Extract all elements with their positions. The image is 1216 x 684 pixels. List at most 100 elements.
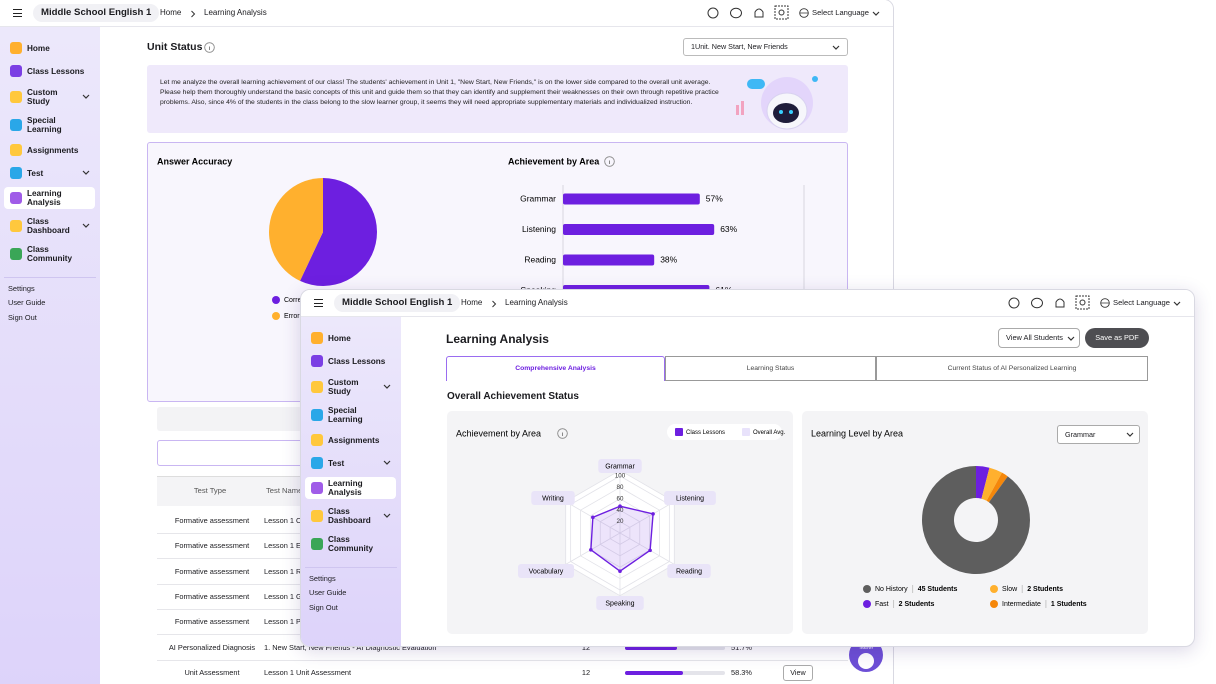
chart-card: Achievement by Area Class Lessons Overall …: [447, 411, 793, 634]
language-select[interactable]: Select Language: [812, 8, 870, 17]
chevron: [832, 45, 840, 50]
sidebar-item[interactable]: Class Lessons: [27, 66, 85, 76]
tab[interactable]: Current Status of AI Personalized Learni…: [876, 356, 1148, 381]
axis-label: Speaking: [605, 600, 634, 607]
globe-icon: [799, 8, 809, 18]
area-select[interactable]: Grammar: [1057, 425, 1140, 444]
app-title[interactable]: Middle School English 1: [334, 294, 461, 312]
info-circle: [557, 428, 568, 439]
legend-label: Intermediate: [1002, 601, 1041, 608]
chevron: [82, 223, 90, 228]
robot-face: [773, 103, 799, 123]
menu-line: [314, 306, 323, 308]
sidebar-item[interactable]: Test: [27, 168, 44, 178]
sidebar-icon: [10, 91, 22, 103]
sidebar-item[interactable]: Test: [328, 458, 345, 468]
sidebar-item[interactable]: Custom Study: [328, 378, 359, 396]
sidebar-item[interactable]: Home: [27, 43, 50, 53]
chevron: [82, 94, 90, 99]
sidebar-footer-link[interactable]: Settings: [8, 284, 35, 293]
bar: [563, 193, 700, 205]
chart: Learning Level by Area Fast 2 Students Slow…: [811, 428, 1087, 608]
sidebar-footer-link[interactable]: User Guide: [8, 298, 46, 307]
sidebar-footer-link[interactable]: Settings: [309, 574, 336, 583]
chevron: [872, 11, 880, 16]
view-button[interactable]: View: [783, 664, 813, 681]
sidebar-item[interactable]: Special Learning: [27, 116, 62, 134]
pie-slice: [269, 178, 323, 281]
sidebar-icon: [311, 355, 323, 367]
chart-title: Answer Accuracy: [157, 156, 232, 166]
tab[interactable]: Comprehensive Analysis: [446, 356, 665, 381]
chevron-icon: [82, 223, 90, 228]
chat-icon: [730, 7, 742, 19]
tab[interactable]: Learning Status: [665, 356, 876, 381]
chart-title: Achievement by Area: [508, 156, 600, 166]
breadcrumb-item[interactable]: Learning Analysis: [505, 298, 568, 307]
pie-slice: [976, 466, 990, 499]
app-title[interactable]: Middle School English 1: [33, 4, 160, 22]
sidebar-footer-link[interactable]: Sign Out: [8, 313, 37, 322]
axis-label: Grammar: [605, 463, 635, 470]
bell-icon: [754, 8, 764, 18]
axis-label-pill: [664, 491, 716, 505]
save-pdf-button[interactable]: Save as PDF: [1085, 328, 1149, 348]
pie-slice: [986, 472, 1008, 503]
menu-line: [13, 12, 22, 14]
sidebar-item[interactable]: Assignments: [27, 145, 79, 155]
sidebar-divider: [4, 277, 96, 278]
ai-message-box: Let me analyze the overall learning achi…: [147, 65, 848, 133]
breadcrumb-item[interactable]: Home: [160, 8, 182, 17]
sidebar-footer-link[interactable]: Sign Out: [309, 603, 338, 612]
sidebar-item[interactable]: Class Dashboard: [27, 217, 70, 235]
category-label: Listening: [522, 224, 556, 234]
category-label: Grammar: [520, 193, 556, 203]
radar-spoke: [619, 532, 675, 565]
sidebar-item[interactable]: Class Lessons: [328, 356, 386, 366]
sidebar-item[interactable]: Class Dashboard: [328, 507, 371, 525]
sidebar-footer-link[interactable]: User Guide: [309, 588, 347, 597]
test-type: Formative assessment: [174, 591, 250, 601]
chevron-icon: [383, 384, 391, 389]
sidebar-item[interactable]: Class Community: [328, 535, 374, 553]
sidebar-item[interactable]: Custom Study: [27, 88, 58, 106]
bar: [563, 254, 655, 266]
top-bar: Middle School English 1 Home Learning Anal…: [301, 290, 1194, 317]
legend-label: No History: [875, 586, 908, 593]
chevron: [1173, 301, 1181, 306]
legend-label: Slow: [1002, 586, 1018, 593]
test-type: Formative assessment: [174, 541, 250, 551]
robot-illustration: [736, 76, 818, 130]
chevron-icon: [872, 11, 880, 16]
legend-swatch: [863, 585, 871, 593]
sidebar-item[interactable]: Class Community: [27, 245, 73, 263]
breadcrumb-item[interactable]: Learning Analysis: [204, 8, 267, 17]
speech-bubble: [747, 79, 765, 89]
legend-value: 45 Students: [918, 586, 958, 593]
sidebar-item[interactable]: Learning Analysis: [328, 479, 363, 497]
students-select[interactable]: View All Students: [998, 328, 1080, 348]
chevron: [1067, 336, 1075, 341]
axis-label: Vocabulary: [529, 568, 564, 575]
sidebar-item[interactable]: Learning Analysis: [27, 189, 62, 207]
sidebar-icon: [10, 144, 22, 156]
unit-select[interactable]: 1Unit. New Start, New Friends: [683, 38, 848, 56]
y-tick-label: 100: [615, 473, 626, 480]
value-label: 63%: [720, 224, 737, 234]
legend-label: Class Lessons: [686, 430, 725, 436]
sidebar-item[interactable]: Special Learning: [328, 406, 363, 424]
table-row-border: [157, 659, 848, 661]
legend-label: Overall Avg.: [753, 430, 786, 436]
legend-swatch: [272, 296, 280, 304]
sidebar-item[interactable]: Home: [328, 333, 351, 343]
breadcrumb-item[interactable]: Home: [461, 298, 483, 307]
clock-icon: [1008, 297, 1020, 309]
chevron-icon: [1067, 336, 1075, 341]
sidebar-item-active: [4, 187, 95, 209]
page-title: Learning Analysis: [446, 332, 549, 346]
language-select[interactable]: Select Language: [1113, 298, 1171, 307]
sidebar-item[interactable]: Assignments: [328, 435, 380, 445]
sidebar: Home Class Lessons Custom Study Special Lea…: [0, 27, 100, 684]
chart-deco: [741, 101, 744, 115]
value-label: 38%: [660, 254, 677, 264]
